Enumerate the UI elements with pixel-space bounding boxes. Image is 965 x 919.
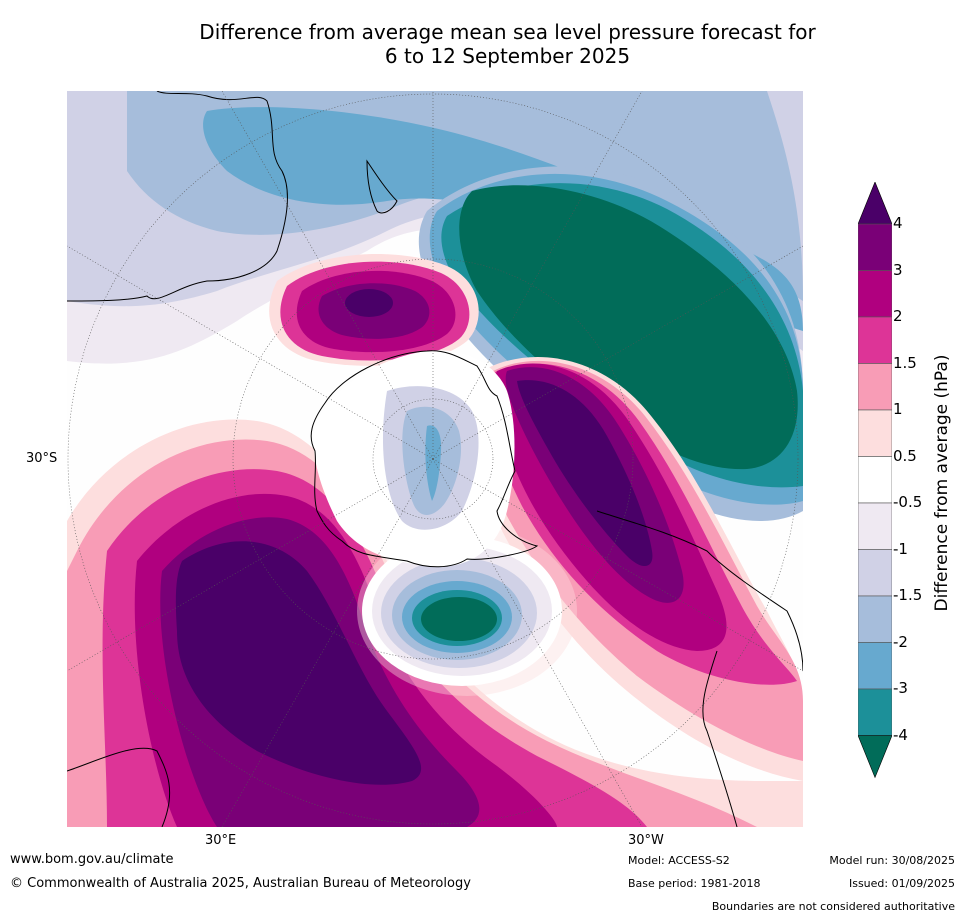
colorbar-tick-label: -1.5 (893, 586, 923, 604)
footer-copyright: © Commonwealth of Australia 2025, Austra… (10, 876, 471, 891)
africa-coastline (67, 747, 171, 827)
colorbar-tick-label: -3 (893, 679, 908, 697)
australia-coastline (67, 91, 288, 302)
negative-anomaly-east (418, 166, 803, 521)
colorbar-bin (858, 549, 892, 597)
colorbar-tick-label: 2 (893, 307, 903, 325)
colorbar-title: Difference from average (hPa) (932, 354, 952, 612)
colorbar-tick-label: 0.5 (893, 446, 917, 465)
footer-model: Model: ACCESS-S2 (628, 854, 730, 867)
colorbar-bin (858, 223, 892, 271)
colorbar-bin (858, 456, 892, 504)
colorbar-extend-top (858, 182, 892, 225)
colorbar-extend-bottom (858, 735, 892, 779)
footer-disclaimer: Boundaries are not considered authoritat… (711, 900, 955, 913)
colorbar-bin (858, 363, 892, 411)
title-line-2: 6 to 12 September 2025 (384, 44, 631, 68)
colorbar-bin (858, 270, 892, 318)
colorbar-tick-label: -2 (893, 632, 908, 651)
positive-anomaly-north-blob (269, 254, 479, 366)
colorbar-bin (858, 502, 892, 550)
colorbar-tick-label: 1.5 (893, 353, 917, 372)
footer-url[interactable]: www.bom.gov.au/climate (10, 852, 174, 867)
antarctica-coastline (310, 350, 539, 568)
antarctica-interior (313, 350, 515, 567)
footer-base-period: Base period: 1981-2018 (628, 877, 761, 890)
colorbar-tick-label: -0.5 (893, 493, 923, 511)
new-zealand-coastline (366, 159, 398, 214)
footer-issued: Issued: 01/09/2025 (848, 877, 955, 890)
colorbar-bin (858, 688, 892, 736)
graticule (67, 91, 803, 827)
colorbar-tick-label: -4 (893, 725, 908, 744)
coastlines (67, 91, 803, 827)
colorbar-bin (858, 595, 892, 643)
latitude-label-30s: 30°S (26, 451, 58, 466)
title-line-1: Difference from average mean sea level p… (199, 20, 816, 44)
colorbar-tick-label: 4 (893, 214, 903, 232)
longitude-label-30e: 30°E (205, 833, 237, 848)
positive-anomaly-east (466, 357, 803, 781)
colorbar-bin (858, 316, 892, 364)
longitude-label-30w: 30°W (628, 833, 664, 848)
colorbar-tick-label: 3 (893, 260, 903, 279)
south-america-coastline (596, 510, 803, 827)
negative-anomaly-band-north (67, 91, 803, 391)
colorbar-bin (858, 409, 892, 457)
pressure-anomaly-map (67, 91, 803, 827)
negative-anomaly-south-blob (357, 526, 577, 696)
colorbar-bin (858, 642, 892, 690)
colorbar-tick-label: 1 (893, 400, 903, 418)
footer-model-run: Model run: 30/08/2025 (829, 854, 955, 867)
colorbar-tick-label: -1 (893, 539, 908, 558)
map-title: Difference from average mean sea level p… (0, 20, 965, 68)
colorbar (858, 182, 892, 779)
